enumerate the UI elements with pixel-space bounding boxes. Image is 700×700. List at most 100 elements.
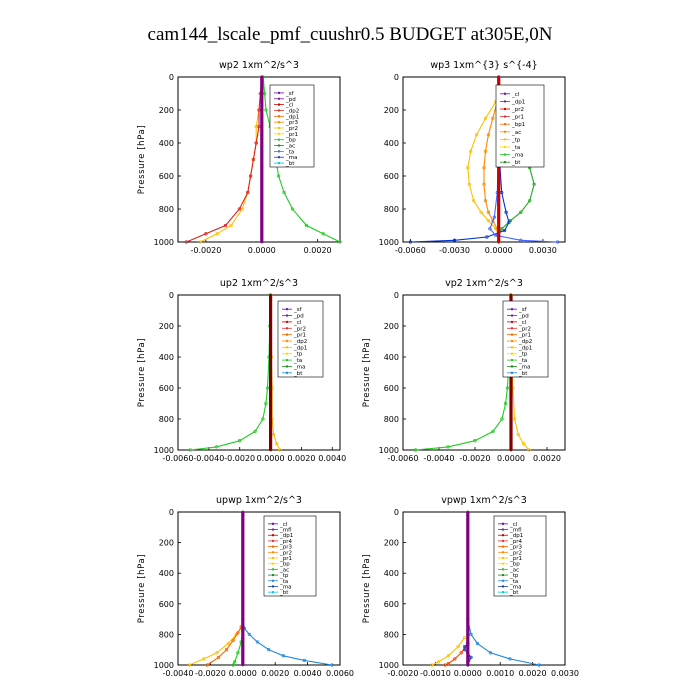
legend-label: _tp (293, 352, 303, 358)
data-point (466, 663, 470, 667)
legend-marker (501, 522, 505, 526)
data-point (497, 199, 501, 203)
x-tick-label: -0.0040 (193, 454, 224, 463)
data-point (231, 638, 235, 643)
chart-panel: wp2 1xm^2/s^3 0 200 400 600 800 1000 -0.0020 0.0… (137, 60, 342, 255)
data-point (255, 640, 260, 644)
legend-label: _pr2 (279, 550, 292, 556)
data-point (497, 228, 501, 232)
data-point (237, 207, 242, 211)
data-point (497, 211, 501, 215)
data-point (497, 187, 501, 190)
x-tick-label: -0.0020 (460, 454, 491, 463)
data-point (241, 656, 245, 659)
legend-label: _bp (279, 562, 290, 568)
legend-marker (277, 120, 281, 124)
data-point (205, 663, 209, 667)
data-point (269, 355, 272, 359)
legend-label: _bt (518, 371, 528, 377)
data-point (269, 351, 272, 355)
data-point (241, 556, 245, 560)
legend-marker (510, 339, 514, 343)
data-point (241, 644, 245, 648)
data-point (269, 390, 272, 394)
data-point (246, 190, 250, 195)
data-point (497, 232, 501, 236)
legend-label: _bt (285, 161, 295, 167)
legend: _sf_pd_cl_dp2_dp1_pr3_pr2_pr1_bp_ac_ta_m… (269, 84, 315, 168)
legend-label: _pr2 (293, 326, 306, 332)
data-point (269, 336, 272, 339)
data-point (260, 158, 264, 161)
legend-marker (503, 145, 507, 149)
legend: _cl_mfl_dp1_pr4_pr3_pr2_pr1_bp_ac_tp_ta_… (263, 515, 317, 597)
y-tick-label: 600 (384, 384, 399, 393)
data-point (509, 417, 513, 421)
data-point (509, 378, 513, 382)
y-tick-label: 400 (159, 139, 174, 148)
data-point (269, 316, 272, 320)
data-point (497, 178, 501, 182)
data-point (269, 444, 272, 448)
data-point (269, 340, 272, 343)
data-point (509, 413, 513, 417)
x-tick-label: -0.0010 (420, 669, 451, 678)
data-point (466, 587, 470, 590)
x-tick-label: 0.0000 (229, 669, 257, 678)
data-point (466, 598, 470, 602)
data-point (290, 207, 295, 211)
data-point (260, 100, 264, 104)
legend-label: _pr1 (511, 115, 524, 121)
y-tick-label: 200 (384, 106, 399, 115)
legend-marker (271, 551, 275, 554)
data-point (269, 386, 272, 390)
data-point (491, 429, 495, 434)
x-tick-label: 0.0000 (454, 669, 482, 678)
y-tick-label: 600 (159, 384, 174, 393)
data-point (466, 541, 470, 544)
legend-label: _pr3 (279, 545, 293, 551)
data-point (466, 652, 470, 655)
legend-marker (277, 156, 281, 159)
plot-frame (177, 76, 341, 243)
data-point (260, 191, 264, 194)
y-tick-label: 200 (384, 322, 399, 331)
legend-box (277, 300, 324, 378)
data-point (497, 207, 501, 211)
data-point (466, 636, 470, 640)
data-point (269, 425, 272, 429)
data-point (260, 211, 264, 215)
legend-label: _ma (511, 153, 523, 159)
legend-label: _sf (285, 91, 295, 97)
x-tick-label: 0.0020 (287, 454, 315, 463)
data-point (260, 88, 264, 91)
data-point (260, 228, 264, 232)
legend-label: _dp2 (518, 339, 532, 345)
legend-label: _ac (511, 130, 521, 136)
y-tick-label: 1000 (154, 661, 174, 670)
data-point (260, 96, 264, 99)
data-point (269, 378, 272, 382)
legend-marker (271, 562, 275, 565)
legend-marker (271, 579, 275, 582)
data-point (241, 617, 245, 621)
legend-label: _pr1 (518, 333, 531, 339)
legend-marker (501, 539, 505, 543)
legend-label: _bt (511, 160, 521, 166)
legend-marker (501, 579, 505, 582)
data-point (269, 433, 272, 436)
data-point (241, 579, 245, 583)
data-point (516, 432, 520, 437)
x-tick-label: 0.0020 (519, 669, 547, 678)
data-point (260, 75, 264, 79)
data-point (198, 240, 202, 244)
data-point (269, 394, 272, 398)
y-axis-label: Pressure [hPa] (137, 125, 147, 194)
data-point (488, 651, 493, 655)
legend-marker (285, 358, 289, 362)
data-point (466, 594, 470, 598)
data-point (446, 445, 450, 449)
data-point (261, 417, 265, 421)
legend-label: _cl (509, 522, 518, 528)
data-point (466, 571, 470, 575)
